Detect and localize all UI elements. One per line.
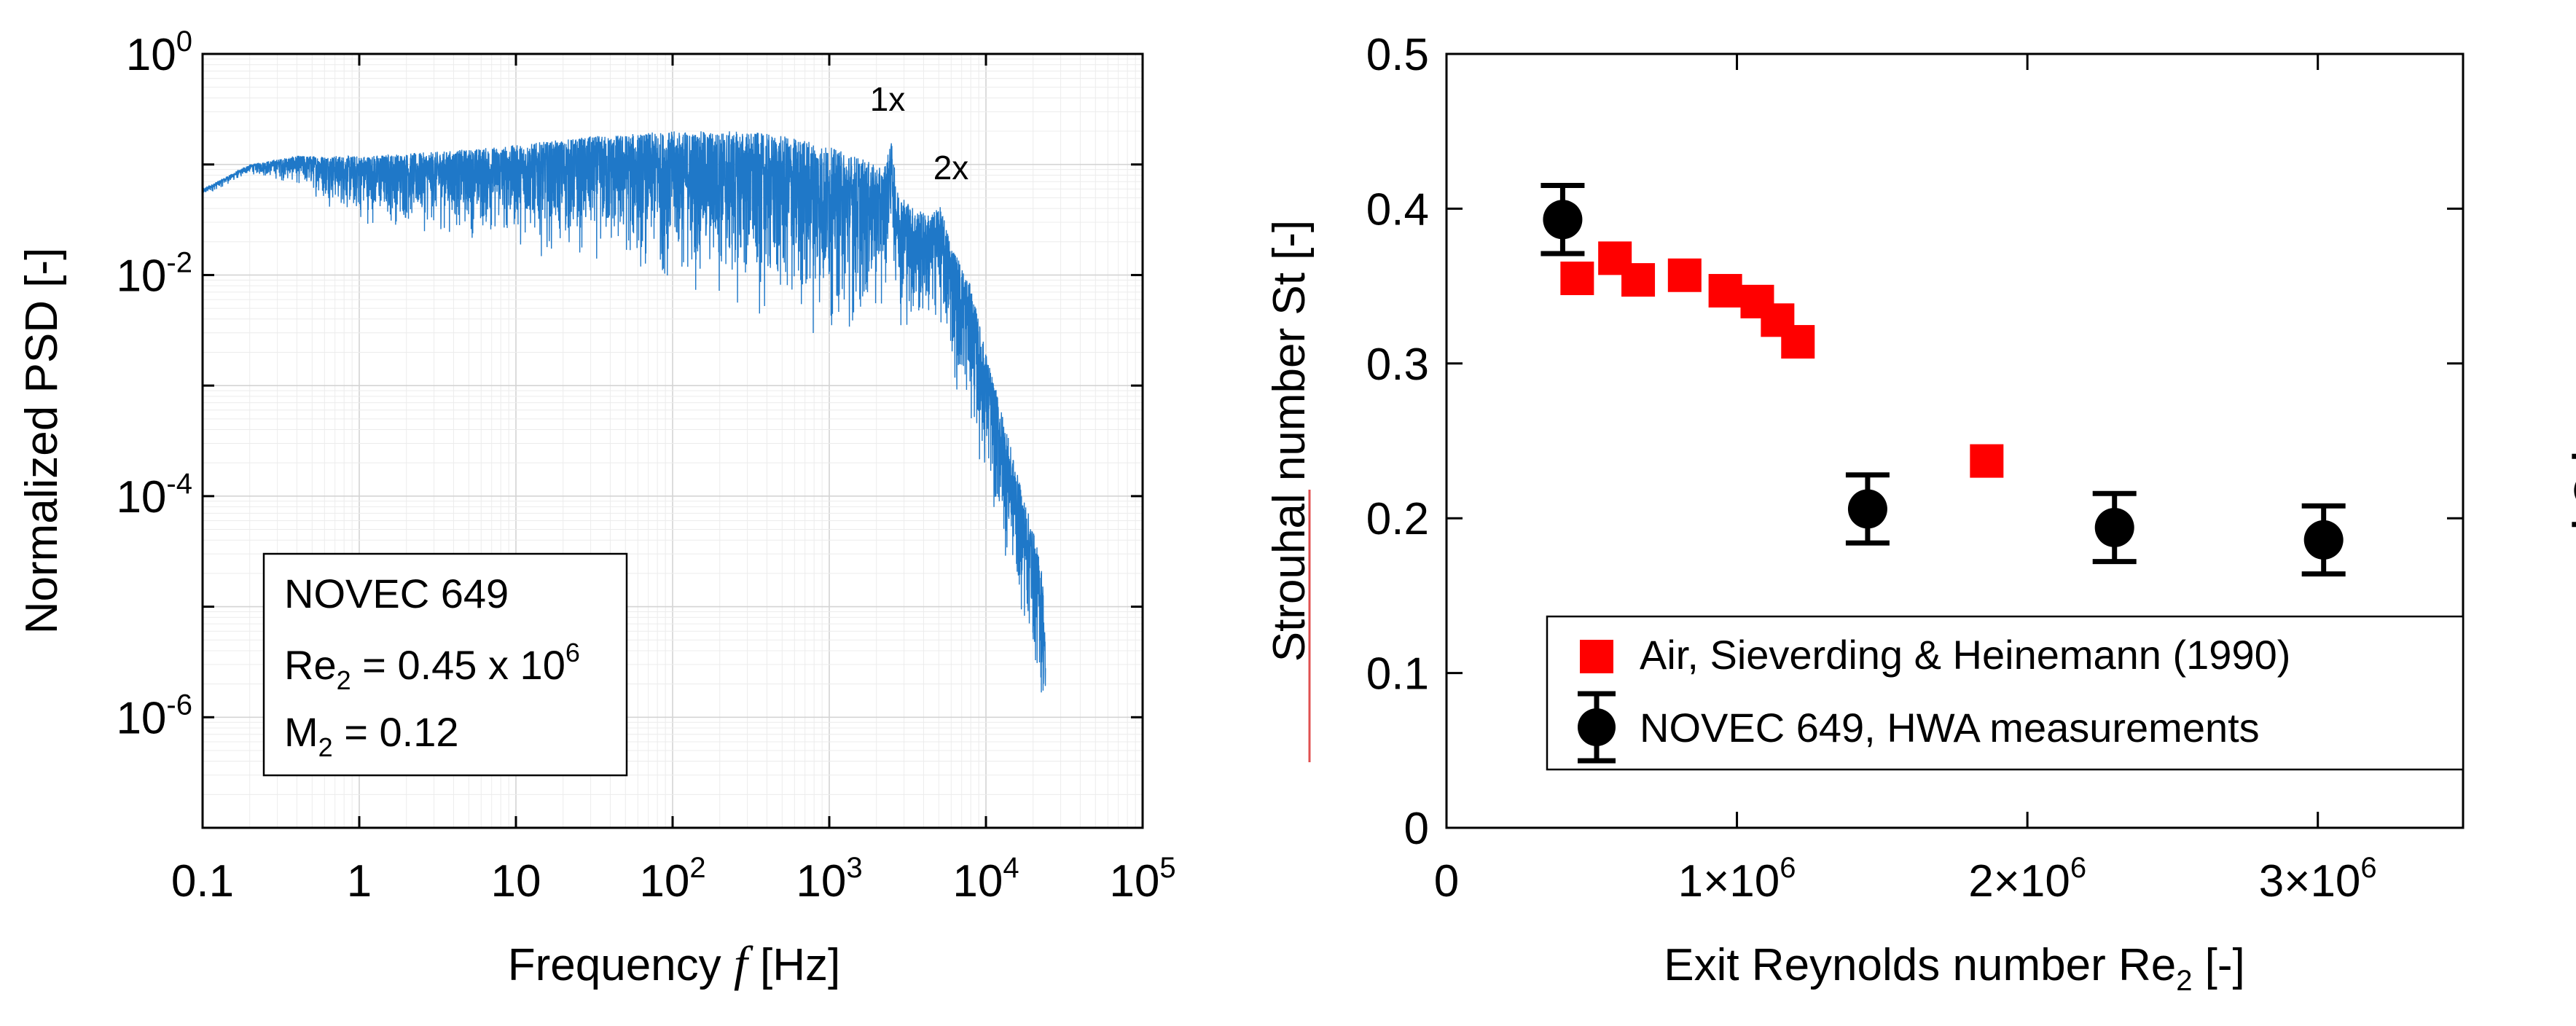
- psd-x-tick-label-base: 0.1: [171, 856, 234, 906]
- strouhal-x-axis-label: Exit Reynolds number Re2 [-]: [1664, 940, 2245, 997]
- strouhal-x-tick-label-base: 0: [1434, 856, 1459, 906]
- psd-y-tick-label: 10-2: [116, 246, 192, 301]
- strouhal-axis-ticks: [1445, 52, 2463, 829]
- psd-x-tick-label: 1: [347, 856, 372, 906]
- psd-x-tick-label: 102: [639, 852, 705, 906]
- psd-x-tick-label-base: 10: [952, 856, 1003, 906]
- psd-x-tick-label-base: 10: [1109, 856, 1159, 906]
- psd-x-tick-label-base: 10: [796, 856, 846, 906]
- psd-y-tick-label-exp: -6: [166, 689, 192, 721]
- strouhal-x-tick-label-base: 2×10: [1968, 856, 2070, 906]
- strouhal-y-tick-label: 0.5: [1366, 30, 1429, 80]
- psd-y-tick-label-base: 10: [116, 472, 166, 522]
- psd-axis-ticks: [201, 52, 1144, 829]
- legend-hwa-label: NOVEC 649, HWA measurements: [1640, 705, 2260, 751]
- psd-x-tick-label: 105: [1109, 852, 1175, 906]
- psd-x-tick-label-exp: 4: [1003, 852, 1019, 884]
- legend-hwa-marker: [1578, 708, 1616, 746]
- psd-x-tick-label-base: 10: [639, 856, 689, 906]
- annotation-2x: 2x: [933, 149, 969, 187]
- hwa-data-point: [1847, 489, 1887, 529]
- strouhal-x-tick-label-exp: 6: [2070, 852, 2086, 884]
- psd-y-tick-label-base: 10: [116, 251, 166, 301]
- air-data-point: [1970, 444, 2004, 478]
- psd-y-tick-label-exp: -2: [166, 246, 192, 278]
- strouhal-x-tick-label: 2×106: [1968, 852, 2086, 906]
- strouhal-y-axis-label: Strouhal number St [-]: [1264, 220, 1315, 662]
- psd-y-axis-label: Normalized PSD [-]: [17, 248, 67, 635]
- psd-line: [202, 131, 1046, 693]
- air-data-point: [1560, 261, 1594, 295]
- psd-info-box: NOVEC 649 Re2 = 0.45 x 106 M2 = 0.12: [262, 552, 628, 777]
- psd-x-tick-label: 104: [952, 852, 1019, 906]
- psd-y-tick-label-base: 10: [126, 30, 176, 80]
- strouhal-x-tick-label: 3×106: [2259, 852, 2377, 906]
- hwa-data-point: [1543, 200, 1583, 240]
- psd-info-box-frame: [262, 552, 628, 777]
- psd-info-m-sub: 2: [318, 732, 333, 762]
- strouhal-y-tick-label: 0.3: [1366, 340, 1429, 390]
- air-series-markers: [1560, 241, 2004, 478]
- strouhal-tick-labels: 00.10.20.30.40.50 1×106 2×106 3×106: [1366, 30, 2377, 906]
- strouhal-y-tick-label: 0.1: [1366, 649, 1429, 700]
- air-data-point: [1621, 263, 1656, 297]
- air-data-point: [1708, 273, 1742, 308]
- psd-y-tick-label-base: 10: [116, 693, 166, 743]
- strouhal-x-tick-label: 0: [1434, 856, 1459, 906]
- strouhal-x-tick-label-base: 1×10: [1678, 856, 1780, 906]
- strouhal-x-tick-label-exp: 6: [2360, 852, 2376, 884]
- strouhal-legend-frame: [1546, 615, 2465, 771]
- psd-x-label-part3: [Hz]: [748, 940, 840, 990]
- psd-info-m-value: = 0.12: [333, 709, 459, 755]
- psd-info-mach: M2 = 0.12: [284, 709, 459, 762]
- psd-x-tick-label-exp: 3: [846, 852, 862, 884]
- strouhal-x-label-prefix: Exit Reynolds number Re: [1664, 940, 2176, 990]
- hwa-data-point: [2094, 507, 2134, 547]
- annotation-1x: 1x: [870, 80, 906, 118]
- psd-info-reynolds: Re2 = 0.45 x 106: [284, 638, 580, 695]
- hwa-data-point: [2574, 482, 2576, 499]
- strouhal-x-label-suffix: [-]: [2192, 940, 2244, 990]
- psd-y-tick-label-exp: -4: [166, 468, 192, 500]
- strouhal-legend: Air, Sieverding & Heinemann (1990) NOVEC…: [1546, 615, 2465, 771]
- psd-info-fluid: NOVEC 649: [284, 571, 509, 616]
- psd-info-re-sub: 2: [337, 665, 351, 695]
- legend-air-marker: [1580, 640, 1613, 673]
- psd-x-tick-label-exp: 5: [1159, 852, 1175, 884]
- psd-y-tick-label-exp: 0: [176, 26, 192, 58]
- psd-y-tick-label: 10-4: [116, 468, 192, 522]
- hwa-data-point: [2303, 520, 2344, 560]
- psd-x-label-part1: Frequency: [508, 940, 734, 990]
- hwa-series-markers: [1540, 183, 2576, 577]
- strouhal-y-tick-label: 0.4: [1366, 184, 1429, 235]
- psd-info-re-exp: 6: [565, 638, 580, 667]
- psd-y-tick-label: 100: [126, 26, 192, 80]
- psd-x-tick-label: 10: [491, 856, 541, 906]
- strouhal-x-tick-label-exp: 6: [1780, 852, 1796, 884]
- psd-series: [202, 131, 1046, 693]
- strouhal-x-label-sub: 2: [2176, 965, 2192, 997]
- psd-x-tick-label: 0.1: [171, 856, 234, 906]
- strouhal-x-tick-label-base: 3×10: [2259, 856, 2361, 906]
- strouhal-y-tick-label: 0: [1404, 804, 1429, 854]
- psd-y-tick-label: 10-6: [116, 689, 192, 743]
- psd-x-axis-label: Frequency f [Hz]: [508, 936, 841, 991]
- strouhal-x-tick-label: 1×106: [1678, 852, 1796, 906]
- psd-info-m-prefix: M: [284, 709, 318, 755]
- psd-info-re-value: = 0.45 x 10: [351, 642, 565, 688]
- psd-x-tick-label-exp: 2: [689, 852, 705, 884]
- legend-air-label: Air, Sieverding & Heinemann (1990): [1640, 632, 2290, 678]
- strouhal-y-tick-label: 0.2: [1366, 494, 1429, 544]
- psd-x-tick-label: 103: [796, 852, 862, 906]
- air-data-point: [1667, 258, 1702, 292]
- psd-info-re-prefix: Re: [284, 642, 337, 688]
- psd-x-tick-label-base: 10: [491, 856, 541, 906]
- strouhal-plot-frame: [1445, 52, 2465, 829]
- psd-x-tick-label-base: 1: [347, 856, 372, 906]
- air-data-point: [1781, 325, 1815, 359]
